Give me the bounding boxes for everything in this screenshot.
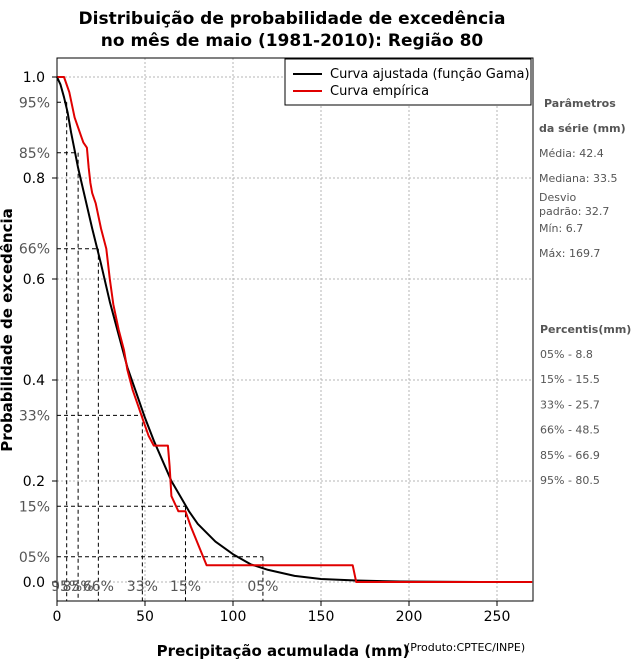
guide-x-label: 33%: [127, 579, 158, 595]
y-tick-label: 0.2: [23, 474, 45, 490]
x-tick-label: 150: [308, 609, 335, 625]
param-item: padrão: 32.7: [539, 205, 609, 218]
guide-x-label: 85%: [63, 579, 94, 595]
y-axis-title: Probabilidade de excedência: [0, 208, 16, 452]
guide-y-label: 95%: [19, 95, 50, 111]
y-tick-label: 0.4: [23, 373, 45, 389]
param-item: Mín: 6.7: [539, 222, 583, 235]
percentile-item: 05% - 8.8: [540, 348, 593, 361]
params-heading: da série (mm): [539, 122, 626, 135]
percentile-item: 66% - 48.5: [540, 424, 600, 437]
y-tick-label: 0.8: [23, 171, 45, 187]
x-tick-label: 100: [220, 609, 247, 625]
percentile-guides: [57, 101, 264, 601]
y-tick-label: 0.0: [23, 575, 45, 591]
x-tick-label: 200: [396, 609, 423, 625]
y-tick-label: 1.0: [23, 70, 45, 86]
grid: [56, 58, 533, 601]
credit-text: (Produto:CPTEC/INPE): [406, 641, 525, 654]
guide-y-label: 33%: [19, 408, 50, 424]
x-tick-label: 0: [53, 609, 62, 625]
guide-x-label: 95%: [51, 579, 82, 595]
side-panel: Parâmetros da série (mm) Média: 42.4 Median…: [539, 97, 631, 487]
chart-title-line-2: no mês de maio (1981-2010): Região 80: [101, 31, 484, 51]
chart-title-line-1: Distribuição de probabilidade de excedên…: [79, 9, 506, 29]
axis-ticks: 0 50 100 150 200 2500.00.20.40.60.81.095%85%6…: [19, 70, 510, 625]
guide-y-label: 15%: [19, 499, 50, 515]
percentile-item: 85% - 66.9: [540, 449, 600, 462]
legend: Curva ajustada (função Gama) Curva empír…: [284, 58, 532, 106]
param-item: Mediana: 33.5: [539, 172, 617, 185]
guide-y-label: 85%: [19, 146, 50, 162]
guide-x-label: 66%: [83, 579, 114, 595]
percentile-item: 33% - 25.7: [540, 398, 600, 411]
series-lines: [56, 76, 533, 583]
guide-x-label: 15%: [170, 579, 201, 595]
x-tick-label: 50: [136, 609, 154, 625]
y-tick-label: 0.6: [23, 272, 45, 288]
percentiles-heading: Percentis(mm): [540, 323, 631, 336]
param-item: Desvio: [539, 191, 577, 204]
percentile-item: 95% - 80.5: [540, 474, 600, 487]
plot-frame: [56, 57, 534, 602]
x-tick-label: 250: [484, 609, 511, 625]
guide-x-label: 05%: [247, 579, 278, 595]
param-item: Média: 42.4: [539, 147, 604, 160]
percentile-item: 15% - 15.5: [540, 373, 600, 386]
params-heading: Parâmetros: [544, 97, 616, 110]
guide-y-label: 66%: [19, 242, 50, 258]
x-axis-title: Precipitação acumulada (mm): [157, 642, 410, 660]
guide-y-label: 05%: [19, 550, 50, 566]
legend-entry-empirical: Curva empírica: [330, 84, 429, 99]
series-empirical: [57, 76, 533, 583]
series-fitted-gamma: [56, 76, 480, 583]
param-item: Máx: 169.7: [539, 247, 600, 260]
legend-entry-fitted: Curva ajustada (função Gama): [330, 67, 530, 82]
legend-box: [284, 58, 532, 106]
